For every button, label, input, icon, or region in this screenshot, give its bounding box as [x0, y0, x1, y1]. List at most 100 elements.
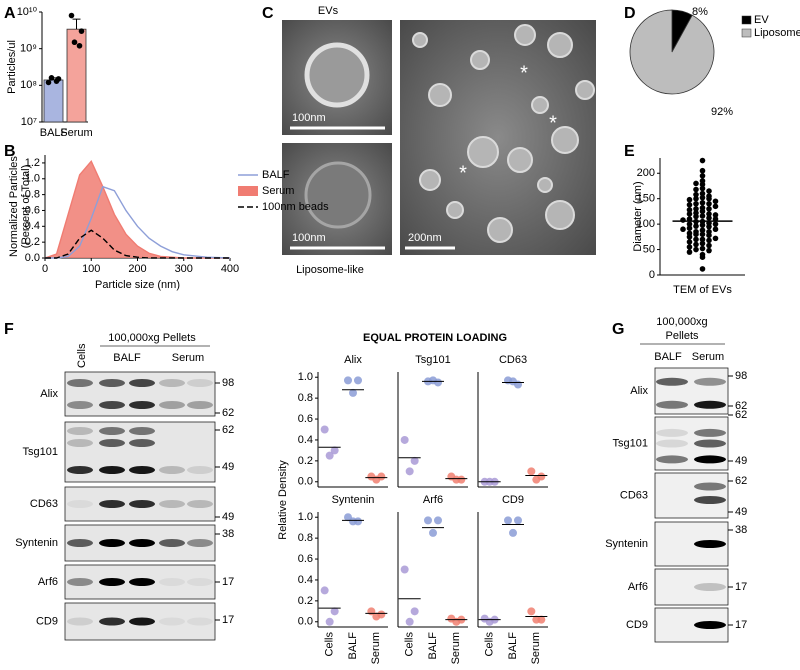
data-point	[686, 239, 693, 245]
row-label: CD63	[620, 489, 648, 501]
series-line	[45, 229, 230, 259]
data-point	[320, 425, 329, 434]
y-tick-label: 0.0	[298, 616, 313, 628]
data-point	[699, 185, 706, 192]
marker-label: 62	[735, 409, 747, 421]
x-tick-label: Serum	[530, 632, 542, 664]
data-point	[400, 565, 409, 574]
y-tick-label: 0.4	[298, 574, 313, 586]
data-point	[527, 467, 536, 476]
blot-band	[159, 578, 185, 586]
blot-band	[187, 617, 213, 626]
group-label: Serum	[172, 352, 204, 364]
blot-band	[67, 578, 93, 586]
blot-band	[67, 401, 93, 409]
blot-band	[187, 500, 213, 508]
data-point	[405, 467, 414, 476]
data-point	[514, 516, 522, 525]
data-point	[706, 211, 712, 217]
scale-label: 100nm	[292, 232, 326, 244]
y-axis-label: Normalized Particles	[8, 156, 20, 257]
x-tick-label: Cells	[484, 632, 496, 657]
blot-band	[656, 455, 688, 464]
legend-swatch	[741, 28, 752, 38]
data-point	[699, 266, 706, 272]
y-tick-label: 10⁸	[20, 79, 37, 91]
data-point	[693, 223, 699, 229]
group-header: 100,000xg	[656, 316, 707, 328]
panel-letter: A	[4, 5, 16, 22]
marker-label: 17	[222, 614, 234, 626]
blot-band	[159, 500, 185, 508]
marker-label: 49	[735, 506, 747, 518]
panel-letter: G	[612, 321, 624, 338]
data-point	[699, 213, 706, 219]
y-tick-label: 1.2	[25, 157, 40, 169]
y-tick-label: 100	[637, 218, 655, 230]
data-point	[706, 247, 712, 254]
subplot-title: Arf6	[423, 494, 443, 506]
y-tick-label: 1.0	[298, 511, 313, 523]
blot-band	[694, 583, 726, 591]
row-label: Alix	[40, 388, 58, 400]
y-tick-label: 0.8	[298, 532, 313, 544]
data-point	[712, 221, 719, 227]
blot-band	[129, 401, 155, 409]
marker-label: 62	[222, 407, 234, 419]
blot-band	[99, 617, 125, 626]
data-point	[372, 475, 381, 484]
marker-label: 17	[735, 581, 747, 593]
data-point	[712, 226, 719, 233]
data-point	[686, 249, 693, 255]
y-tick-label: 150	[637, 193, 655, 205]
marker-label: 49	[222, 461, 234, 473]
blot-band	[99, 500, 125, 508]
data-point	[706, 223, 712, 230]
blot-band	[67, 617, 93, 626]
data-point	[68, 12, 75, 19]
y-tick-label: 0.8	[25, 189, 40, 201]
blot-band	[159, 466, 185, 474]
blot-band	[159, 401, 185, 409]
data-point	[699, 190, 706, 197]
blot-band	[67, 427, 93, 435]
x-tick-label: BALF	[40, 127, 68, 139]
data-point	[686, 244, 693, 250]
data-point	[693, 206, 699, 212]
row-label: Tsg101	[613, 437, 648, 449]
error-bar	[72, 18, 81, 30]
y-tick-label: 10⁹	[20, 43, 37, 55]
marker-label: 98	[735, 370, 747, 382]
data-point	[693, 200, 699, 207]
data-point	[699, 240, 706, 247]
data-point	[686, 207, 693, 213]
blot-band	[129, 539, 155, 547]
panel-title: EQUAL PROTEIN LOADING	[363, 332, 507, 344]
row-label: Arf6	[38, 576, 58, 588]
y-tick-label: 0.8	[298, 392, 313, 404]
blot-image	[64, 371, 216, 417]
data-point	[429, 376, 437, 385]
scale-label: 100nm	[292, 112, 326, 124]
data-point	[693, 191, 699, 198]
data-point	[78, 28, 85, 34]
x-tick-label: BALF	[347, 632, 359, 660]
subplot-title: CD63	[499, 354, 527, 366]
data-point	[693, 180, 699, 187]
x-tick-label: BALF	[507, 632, 519, 660]
x-tick-label: 100	[82, 263, 100, 275]
blot-band	[67, 439, 93, 447]
blot-band	[99, 427, 125, 435]
panel-letter: C	[262, 5, 274, 22]
blot-band	[694, 455, 726, 464]
data-point	[410, 607, 419, 616]
series-line	[44, 160, 230, 259]
group-label: Serum	[692, 351, 724, 363]
y-tick-label: 0.2	[298, 595, 313, 607]
blot-band	[99, 578, 125, 586]
blot-band	[187, 578, 213, 586]
data-point	[699, 222, 706, 228]
data-point	[699, 254, 706, 260]
blot-band	[129, 578, 155, 586]
